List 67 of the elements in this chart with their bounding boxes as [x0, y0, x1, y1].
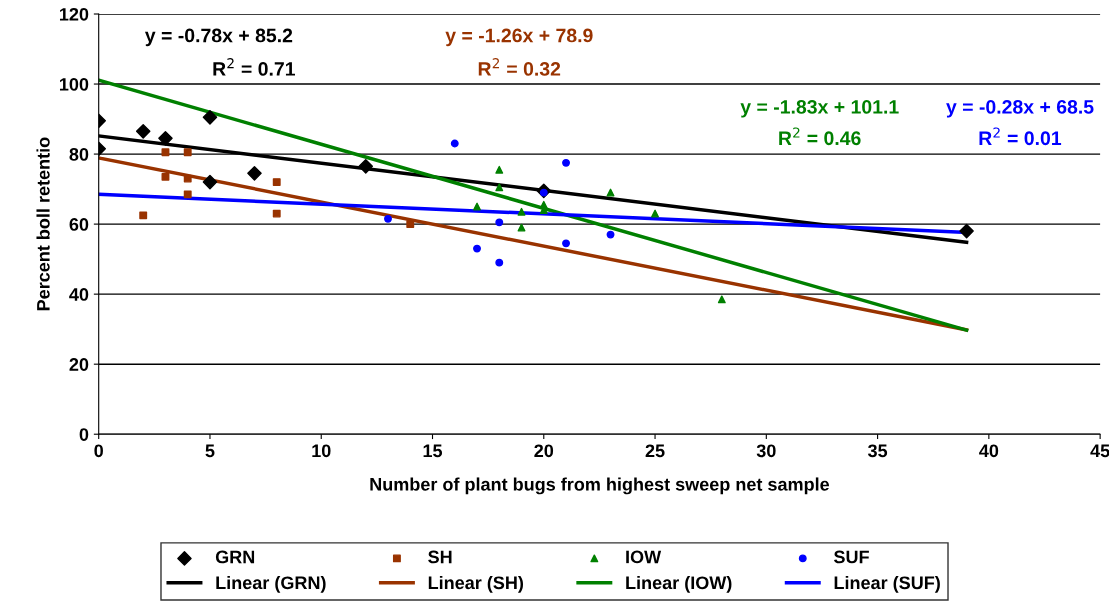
point: [158, 131, 173, 146]
x-tick-label: 10: [312, 444, 331, 458]
annotation: R$^{2}$ = 0.32: [478, 58, 561, 76]
point: [495, 183, 504, 192]
point: [517, 223, 526, 232]
y-tick-label: 60: [69, 218, 89, 231]
point: [161, 172, 170, 181]
x-tick-label: 15: [423, 444, 443, 458]
point: [161, 148, 170, 157]
point: [651, 209, 660, 218]
point: [495, 218, 504, 227]
y-axis-title: Percent boll retentio: [36, 137, 50, 311]
y-tick-label: 80: [69, 148, 89, 161]
point: [183, 174, 192, 183]
x-tick-label: 5: [205, 444, 215, 458]
y-tick-label: 0: [79, 428, 89, 441]
legend-label: SH: [428, 550, 452, 564]
point: [139, 211, 148, 220]
point: [495, 258, 504, 267]
y-tick-label: 120: [59, 7, 89, 21]
point: [606, 188, 615, 197]
y-tick-label: 100: [59, 77, 89, 91]
annotation: R$^{2}$ = 0.71: [213, 58, 295, 76]
point: [384, 214, 392, 223]
x-tick-label: 45: [1090, 444, 1109, 458]
point: [473, 202, 481, 211]
x-tick-label: 25: [645, 444, 665, 458]
point: [473, 244, 481, 253]
x-tick-label: 40: [979, 444, 999, 458]
point: [606, 230, 615, 239]
point: [272, 178, 281, 187]
point: [135, 124, 151, 139]
x-tick-label: 20: [534, 444, 554, 458]
x-tick-label: 30: [756, 444, 776, 458]
annotation: y = -1.26x + 78.9: [445, 28, 593, 47]
point: [358, 159, 374, 174]
legend-label: Linear (GRN): [216, 575, 326, 593]
point: [406, 220, 415, 229]
legend-label: GRN: [215, 550, 255, 564]
point: [717, 295, 726, 304]
annotation: R$^{2}$ = 0.01: [979, 127, 1062, 146]
point: [202, 174, 218, 190]
annotation: y = -1.83x + 101.1: [740, 100, 899, 118]
annotation: y = -0.78x + 85.2: [144, 28, 293, 47]
point: [202, 110, 218, 125]
annotation: R$^{2}$ = 0.46: [779, 127, 861, 146]
y-tick-label: 40: [69, 288, 89, 301]
legend-label: SUF: [833, 550, 869, 564]
point: [272, 209, 281, 218]
y-tick-label: 20: [69, 358, 89, 371]
point: [247, 166, 262, 181]
x-tick-label: 0: [94, 444, 103, 458]
point: [495, 165, 504, 174]
x-axis-title: Number of plant bugs from highest sweep net sample: [370, 477, 830, 495]
point: [517, 207, 526, 216]
legend-label: IOW: [626, 550, 662, 564]
point: [562, 239, 570, 248]
legend-label: Linear (SH): [428, 575, 524, 593]
point: [562, 158, 570, 167]
point: [183, 190, 192, 199]
x-tick-label: 35: [867, 444, 888, 458]
point: [959, 223, 974, 239]
legend-label: Linear (SUF): [834, 575, 940, 593]
point: [183, 148, 192, 157]
point: [450, 139, 459, 148]
annotation: y = -0.28x + 68.5: [946, 100, 1094, 118]
legend-label: Linear (IOW): [626, 575, 732, 593]
